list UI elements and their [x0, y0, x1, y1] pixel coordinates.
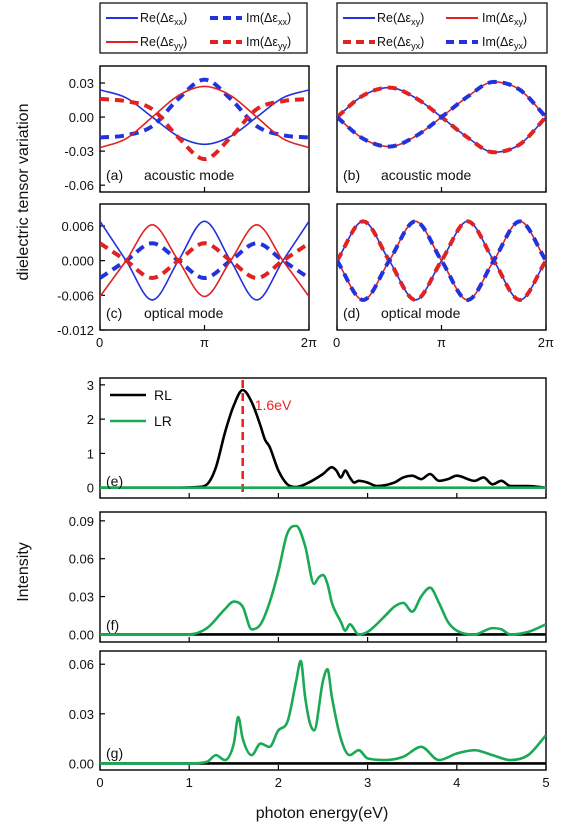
series-line-im-yx [337, 79, 546, 149]
x-tick-label: 2π [301, 335, 317, 350]
panel-a: 0.03 0.00 -0.03 -0.06 (a) acoustic mode [64, 65, 310, 193]
y-tick-label: 0.06 [69, 657, 94, 672]
y-tick-label: -0.03 [64, 144, 94, 159]
panel-b: (b) acoustic mode [336, 65, 547, 193]
plot-frame [336, 65, 547, 193]
panel-label: (e) [106, 473, 123, 489]
y-tick-label: -0.012 [57, 323, 94, 338]
y-tick-label: 0.03 [69, 707, 94, 722]
y-tick-label: 0.00 [69, 756, 94, 771]
x-tick-label: 2π [538, 335, 554, 350]
x-tick-label: 0 [96, 335, 103, 350]
series-line-im-xx [100, 241, 309, 280]
y-tick-label: 0.03 [69, 590, 94, 605]
y-tick-label: 3 [87, 378, 94, 393]
x-tick-label: 4 [453, 775, 460, 790]
y-tick-label: 0.03 [69, 76, 94, 91]
marker-label: 1.6eV [255, 397, 292, 413]
series-line-im-yy [100, 96, 309, 162]
plot-frame [99, 650, 547, 771]
x-tick-label: π [437, 335, 446, 350]
x-tick-label: 3 [364, 775, 371, 790]
y-tick-label: 2 [87, 412, 94, 427]
series-line-im-yy [100, 241, 309, 280]
legend-label-re-yx: Re(Δεyx) [377, 35, 424, 51]
series-line-rl [100, 388, 546, 490]
legend-label-re-xy: Re(Δεxy) [377, 11, 424, 27]
x-tick-label: 0 [96, 775, 103, 790]
y-tick-label: 1 [87, 446, 94, 461]
x-tick-label: 1 [186, 775, 193, 790]
series-line-re-yy [100, 224, 309, 298]
series-line-im-xy [337, 220, 546, 301]
top-y-axis-label: dielectric tensor variation [15, 104, 32, 281]
legend-label-lr: LR [154, 413, 172, 429]
y-tick-label: 0.06 [69, 552, 94, 567]
legend-label-re-xx: Re(Δεxx) [140, 11, 187, 27]
legend-label-re-yy: Re(Δεyy) [140, 35, 187, 51]
plot-frame [336, 203, 547, 331]
panel-f: 0.00 0.03 0.06 0.09 (f) [69, 511, 547, 643]
mode-label: acoustic mode [144, 167, 234, 183]
y-tick-label: 0.006 [61, 219, 94, 234]
legend-left: Re(Δεxx) Im(Δεxx) Re(Δεyy) Im(Δεyy) [99, 2, 308, 54]
panel-e: 0 1 2 3 (e) RL LR 1.6eV [87, 377, 547, 499]
x-tick-label: π [200, 335, 209, 350]
y-tick-label: 0.000 [61, 254, 94, 269]
mode-label: acoustic mode [381, 167, 471, 183]
x-tick-label: 0 [333, 335, 340, 350]
series-line-lr [100, 659, 546, 765]
mode-label: optical mode [144, 305, 224, 321]
panel-label: (d) [343, 305, 360, 321]
legend-label-rl: RL [154, 387, 172, 403]
legend-label-im-yx: Im(Δεyx) [482, 35, 527, 51]
panel-label: (c) [106, 305, 122, 321]
plot-frame [99, 511, 547, 643]
panel-label: (a) [106, 167, 123, 183]
bottom-x-axis-label: photon energy(eV) [256, 805, 389, 822]
y-tick-label: 0 [87, 481, 94, 496]
y-tick-label: 0.00 [69, 627, 94, 642]
legend-right: Re(Δεxy) Im(Δεxy) Re(Δεyx) Im(Δεyx) [336, 2, 548, 54]
x-tick-label: 2 [275, 775, 282, 790]
y-tick-label: 0.09 [69, 514, 94, 529]
legend-label-im-yy: Im(Δεyy) [246, 35, 291, 51]
series-line-lr [100, 524, 546, 636]
panel-d: 0 π 2π (d) optical mode [333, 203, 554, 350]
mode-label: optical mode [381, 305, 461, 321]
panel-g: 0.00 0.03 0.06 0 1 2 3 4 5 (g) [69, 650, 550, 790]
panel-label: (g) [106, 745, 123, 761]
series-line-re-xx [100, 220, 309, 301]
panel-label: (b) [343, 167, 360, 183]
x-tick-label: 5 [542, 775, 549, 790]
y-tick-label: -0.006 [57, 288, 94, 303]
plot-frame [99, 377, 547, 499]
series-line-re-yy [100, 85, 309, 149]
legend-label-im-xy: Im(Δεxy) [482, 11, 527, 27]
bottom-y-axis-label: Intensity [15, 542, 32, 602]
panel-label: (f) [106, 617, 119, 633]
y-tick-label: -0.06 [64, 178, 94, 193]
y-tick-label: 0.00 [69, 110, 94, 125]
legend-label-im-xx: Im(Δεxx) [246, 11, 291, 27]
